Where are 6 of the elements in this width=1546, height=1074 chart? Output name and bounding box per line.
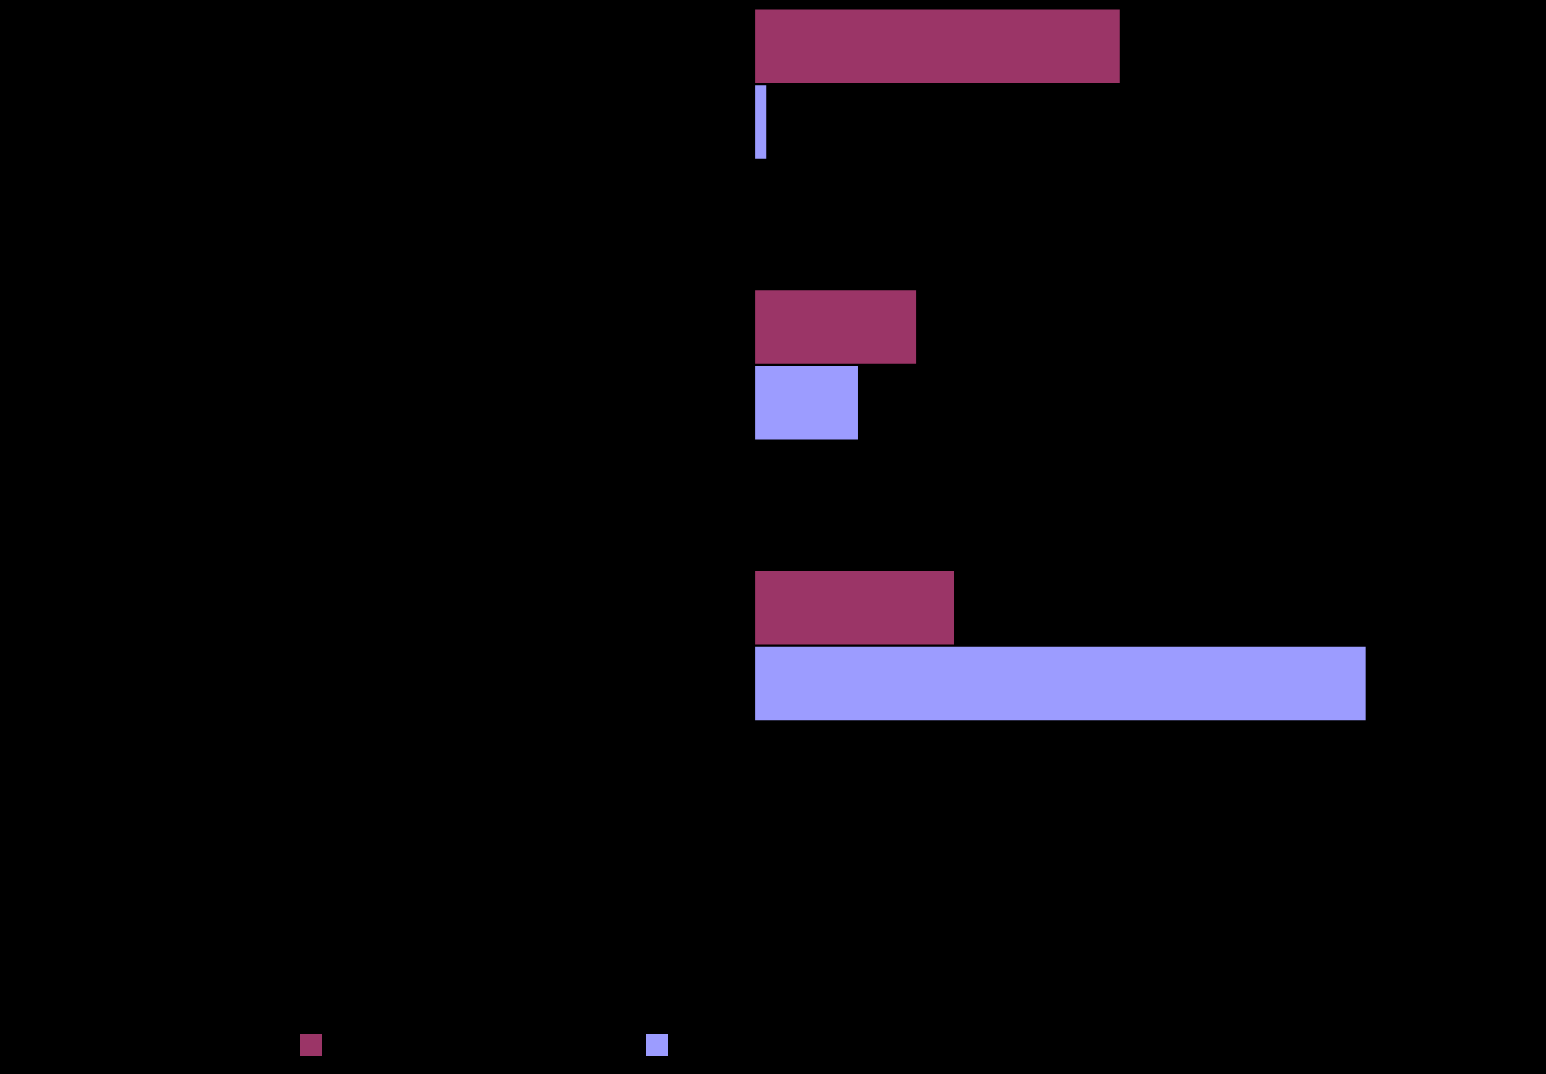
bar (754, 570, 955, 645)
bar (754, 646, 1366, 721)
bar (754, 366, 858, 440)
bar (754, 9, 1120, 84)
bar (754, 85, 767, 159)
bar (754, 290, 917, 364)
